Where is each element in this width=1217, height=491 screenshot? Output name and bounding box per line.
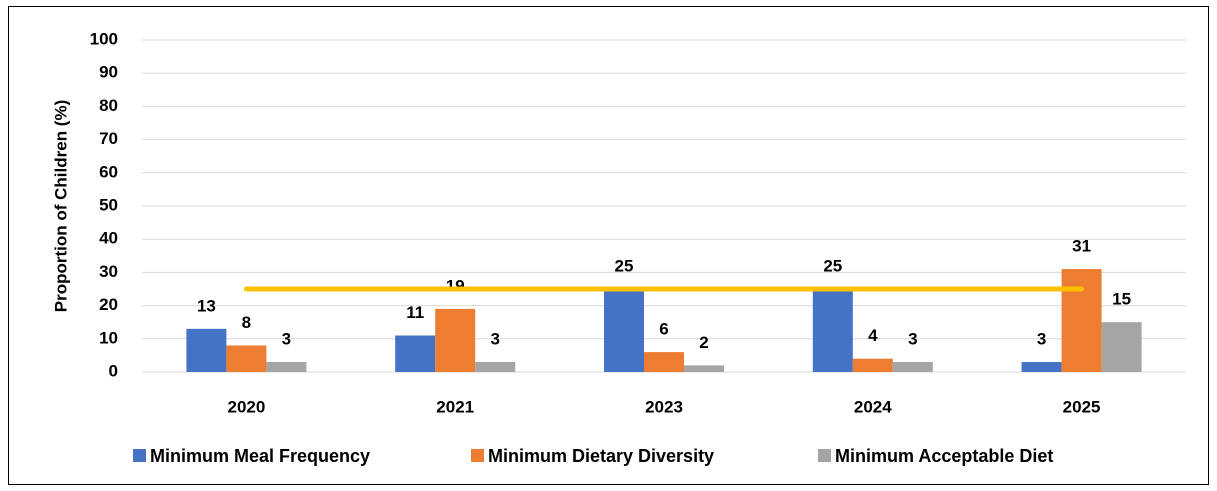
bar	[644, 352, 684, 372]
legend-label: Minimum Acceptable Diet	[835, 446, 1053, 466]
y-tick-label: 30	[99, 262, 118, 281]
bar	[852, 358, 893, 372]
y-tick-label: 40	[99, 229, 118, 248]
data-label: 3	[490, 330, 499, 349]
data-label: 11	[406, 303, 424, 322]
bar	[812, 289, 853, 372]
bar	[266, 362, 307, 372]
legend-swatch	[133, 449, 146, 462]
y-axis-title: Proportion of Children (%)	[51, 100, 70, 312]
bar	[892, 362, 933, 372]
x-tick-label: 2024	[854, 397, 892, 416]
data-label: 6	[659, 320, 668, 339]
y-tick-label: 0	[109, 361, 118, 380]
data-label: 13	[197, 296, 216, 315]
y-tick-label: 80	[99, 96, 118, 115]
bar	[226, 345, 267, 372]
data-label: 31	[1072, 237, 1091, 256]
data-label: 25	[823, 256, 842, 275]
bar	[435, 308, 476, 372]
bar	[1101, 322, 1142, 372]
x-tick-label: 2020	[227, 397, 265, 416]
data-label: 8	[242, 313, 251, 332]
y-tick-label: 90	[99, 63, 118, 82]
x-tick-label: 2021	[436, 397, 474, 416]
bar	[186, 328, 227, 372]
bar	[684, 365, 724, 372]
bar	[1061, 269, 1102, 372]
y-tick-label: 70	[99, 129, 118, 148]
y-tick-label: 50	[99, 195, 118, 214]
data-label: 3	[1037, 330, 1046, 349]
data-label: 2	[699, 333, 708, 352]
bar	[475, 362, 516, 372]
bar	[604, 289, 644, 372]
data-label: 3	[908, 330, 917, 349]
data-label: 3	[282, 330, 291, 349]
y-tick-label: 20	[99, 295, 118, 314]
bar	[1021, 362, 1062, 372]
legend-label: Minimum Meal Frequency	[150, 446, 370, 466]
data-label: 4	[868, 326, 878, 345]
chart-border	[8, 6, 1209, 485]
data-label: 15	[1112, 290, 1131, 309]
legend-swatch	[471, 449, 484, 462]
data-label: 25	[615, 256, 634, 275]
y-tick-label: 10	[99, 328, 118, 347]
legend-label: Minimum Dietary Diversity	[488, 446, 714, 466]
legend-swatch	[818, 449, 831, 462]
x-tick-label: 2025	[1063, 397, 1101, 416]
data-label: 19	[446, 276, 465, 295]
y-tick-label: 100	[90, 29, 118, 48]
x-tick-label: 2023	[645, 397, 683, 416]
bar	[395, 335, 436, 372]
y-tick-label: 60	[99, 162, 118, 181]
